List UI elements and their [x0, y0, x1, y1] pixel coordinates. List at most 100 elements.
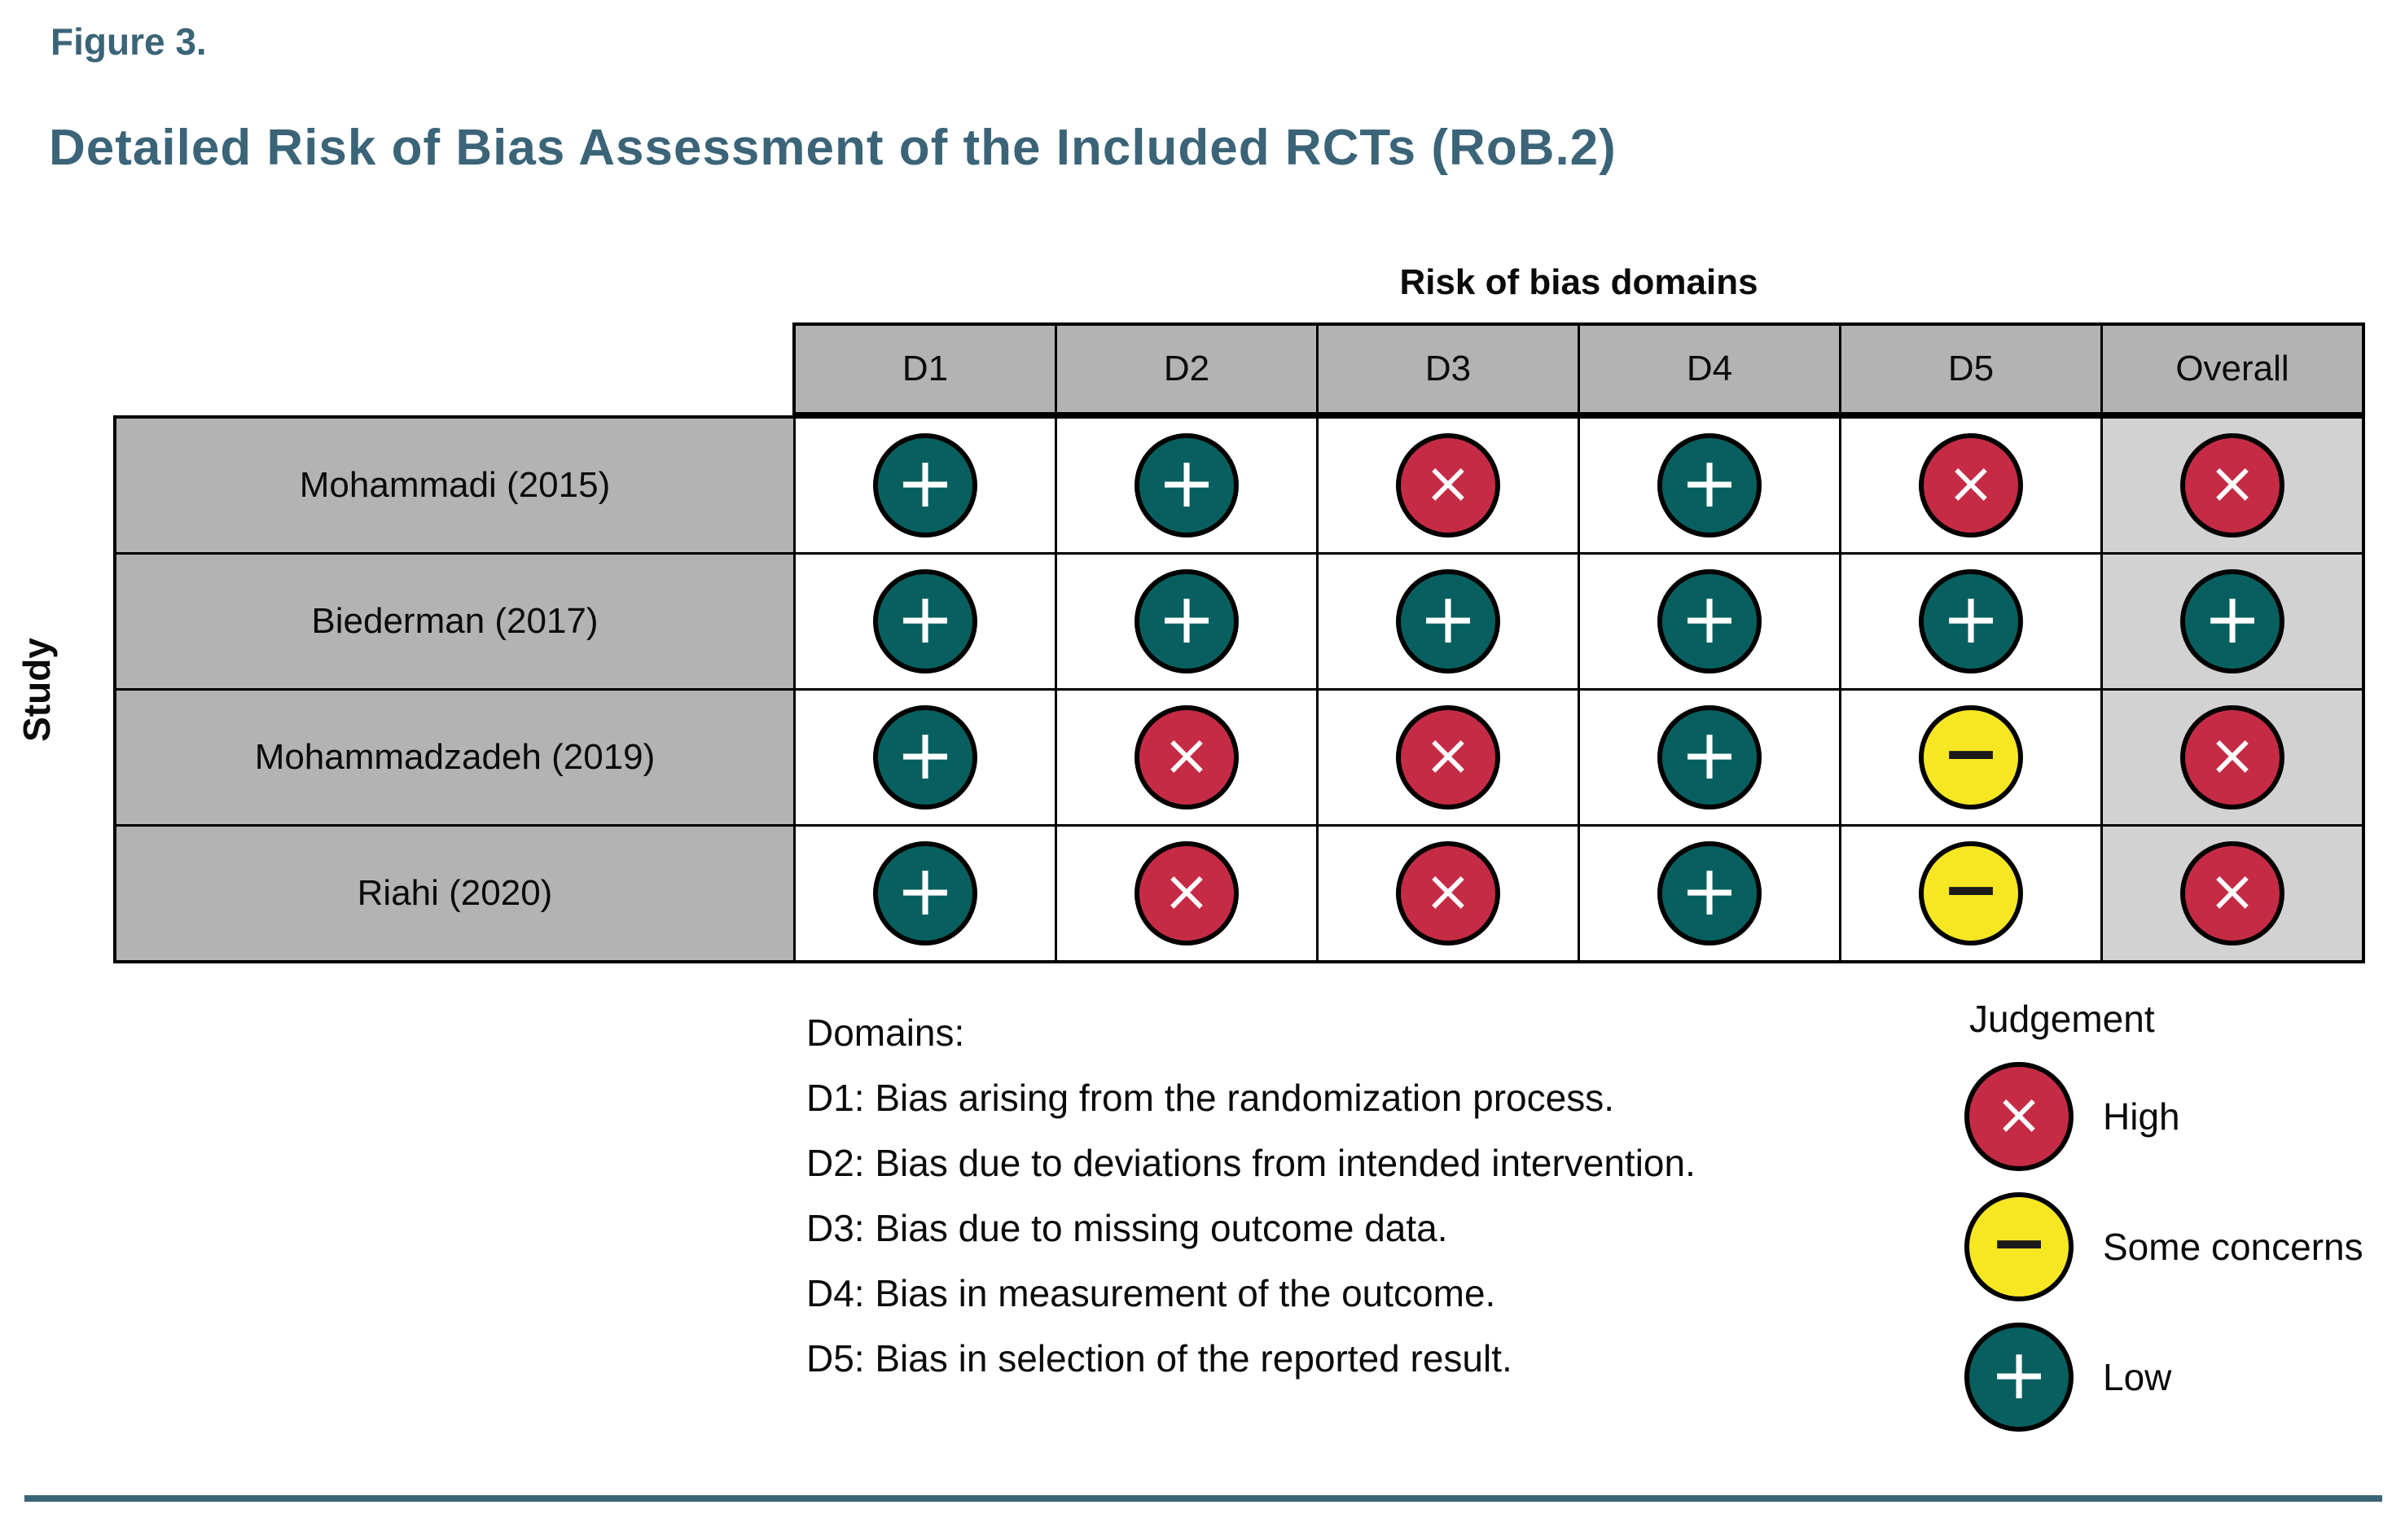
judgement-circle-low: + [1396, 569, 1500, 673]
judgement-cell: × [1057, 827, 1316, 960]
judgement-circle-high: × [2180, 433, 2284, 537]
judgement-cell: + [796, 419, 1055, 552]
judgement-cell: × [2103, 827, 2362, 960]
judgement-circle-low: + [1657, 841, 1762, 945]
study-name-cell: Biederman (2017) [116, 555, 793, 688]
column-header-d1: D1 [796, 326, 1055, 412]
legend-label: Low [2103, 1356, 2172, 1398]
judgement-circle-low: + [873, 705, 977, 809]
judgement-cell: + [796, 827, 1055, 960]
x-icon: × [1162, 722, 1211, 788]
x-icon: × [2208, 858, 2257, 924]
judgement-cell: + [796, 691, 1055, 824]
judgement-cell: × [1319, 827, 1578, 960]
x-icon: × [1946, 450, 1995, 516]
legend-label: High [2103, 1095, 2180, 1138]
plus-icon: + [1679, 714, 1740, 796]
study-name-cell: Mohammadzadeh (2019) [116, 691, 793, 824]
domains-legend-heading: Domains: [806, 1011, 965, 1054]
judgement-circle-some-concerns: − [1964, 1192, 2074, 1301]
judgement-circle-low: + [1134, 433, 1239, 537]
judgement-cell: − [1841, 827, 2100, 960]
plus-icon: + [895, 578, 955, 660]
figure-label: Figure 3. [50, 20, 207, 63]
judgement-circle-high: × [1396, 705, 1500, 809]
judgement-cell: + [1580, 419, 1839, 552]
x-icon: × [2208, 722, 2257, 788]
x-icon: × [2208, 450, 2257, 516]
column-header-d2: D2 [1057, 326, 1316, 412]
judgement-circle-high: × [2180, 705, 2284, 809]
judgement-circle-low: + [873, 433, 977, 537]
plus-icon: + [895, 850, 955, 932]
minus-icon: − [1941, 713, 2001, 794]
risk-of-bias-domains-caption: Risk of bias domains [1399, 262, 1758, 302]
judgement-circle-low: + [1657, 433, 1762, 537]
judgement-cell: × [1319, 691, 1578, 824]
judgement-cell: − [1841, 691, 2100, 824]
judgement-cell: + [1580, 827, 1839, 960]
judgement-cell: + [1841, 555, 2100, 688]
minus-icon: − [1989, 1202, 2049, 1283]
figure-title: Detailed Risk of Bias Assessment of the … [49, 120, 1617, 176]
domain-definition: D1: Bias arising from the randomization … [806, 1077, 1614, 1119]
x-icon: × [1995, 1081, 2043, 1147]
plus-icon: + [2202, 578, 2262, 660]
judgement-circle-some-concerns: − [1919, 841, 2023, 945]
minus-icon: − [1941, 849, 2001, 930]
judgement-cell: + [1057, 419, 1316, 552]
plus-icon: + [1679, 578, 1740, 660]
judgement-circle-low: + [2180, 569, 2284, 673]
judgement-circle-low: + [1657, 569, 1762, 673]
x-icon: × [1424, 858, 1472, 924]
judgement-circle-low: + [1657, 705, 1762, 809]
plus-icon: + [1989, 1334, 2049, 1415]
judgement-circle-high: × [1396, 433, 1500, 537]
judgement-cell: + [1319, 555, 1578, 688]
judgement-circle-high: × [1396, 841, 1500, 945]
judgement-cell: × [1841, 419, 2100, 552]
judgement-cell: + [1057, 555, 1316, 688]
study-name-cell: Riahi (2020) [116, 827, 793, 960]
bottom-divider-rule [24, 1495, 2382, 1502]
judgement-legend-title: Judgement [1969, 998, 2155, 1040]
judgement-cell: × [1319, 419, 1578, 552]
judgement-circle-some-concerns: − [1919, 705, 2023, 809]
judgement-cell: × [2103, 419, 2362, 552]
judgement-circle-low: + [873, 841, 977, 945]
judgement-circle-high: × [1134, 841, 1239, 945]
judgement-legend: Judgement × High − Some concerns + Low [1964, 997, 2363, 1432]
judgement-circle-high: × [1919, 433, 2023, 537]
column-header-d4: D4 [1580, 326, 1839, 412]
plus-icon: + [1679, 442, 1740, 524]
domain-definition: D4: Bias in measurement of the outcome. [806, 1272, 1496, 1314]
judgement-cell: + [796, 555, 1055, 688]
study-name-cell: Mohammadi (2015) [116, 419, 793, 552]
legend-item-low: + Low [1964, 1323, 2363, 1432]
plus-icon: + [895, 714, 955, 796]
judgement-circle-low: + [873, 569, 977, 673]
domain-definition: D3: Bias due to missing outcome data. [806, 1207, 1448, 1249]
judgement-circle-low: + [1964, 1323, 2074, 1432]
table-body: Mohammadi (2015) + + × + × × Biederman (2017) + +… [113, 415, 2365, 963]
judgement-circle-high: × [1964, 1062, 2074, 1171]
plus-icon: + [1418, 578, 1478, 660]
x-icon: × [1424, 722, 1472, 788]
judgement-circle-low: + [1134, 569, 1239, 673]
column-header-d3: D3 [1319, 326, 1578, 412]
legend-label: Some concerns [2103, 1226, 2363, 1268]
judgement-cell: + [1580, 555, 1839, 688]
table-header-row: D1 D2 D3 D4 D5 Overall [792, 322, 2365, 415]
plus-icon: + [1156, 442, 1217, 524]
legend-item-high: × High [1964, 1062, 2363, 1171]
column-header-overall: Overall [2103, 326, 2362, 412]
legend-item-some-concerns: − Some concerns [1964, 1192, 2363, 1301]
x-icon: × [1424, 450, 1472, 516]
judgement-circle-low: + [1919, 569, 2023, 673]
judgement-circle-high: × [2180, 841, 2284, 945]
column-header-d5: D5 [1841, 326, 2100, 412]
plus-icon: + [1941, 578, 2001, 660]
judgement-cell: + [1580, 691, 1839, 824]
domain-definition: D2: Bias due to deviations from intended… [806, 1142, 1696, 1184]
